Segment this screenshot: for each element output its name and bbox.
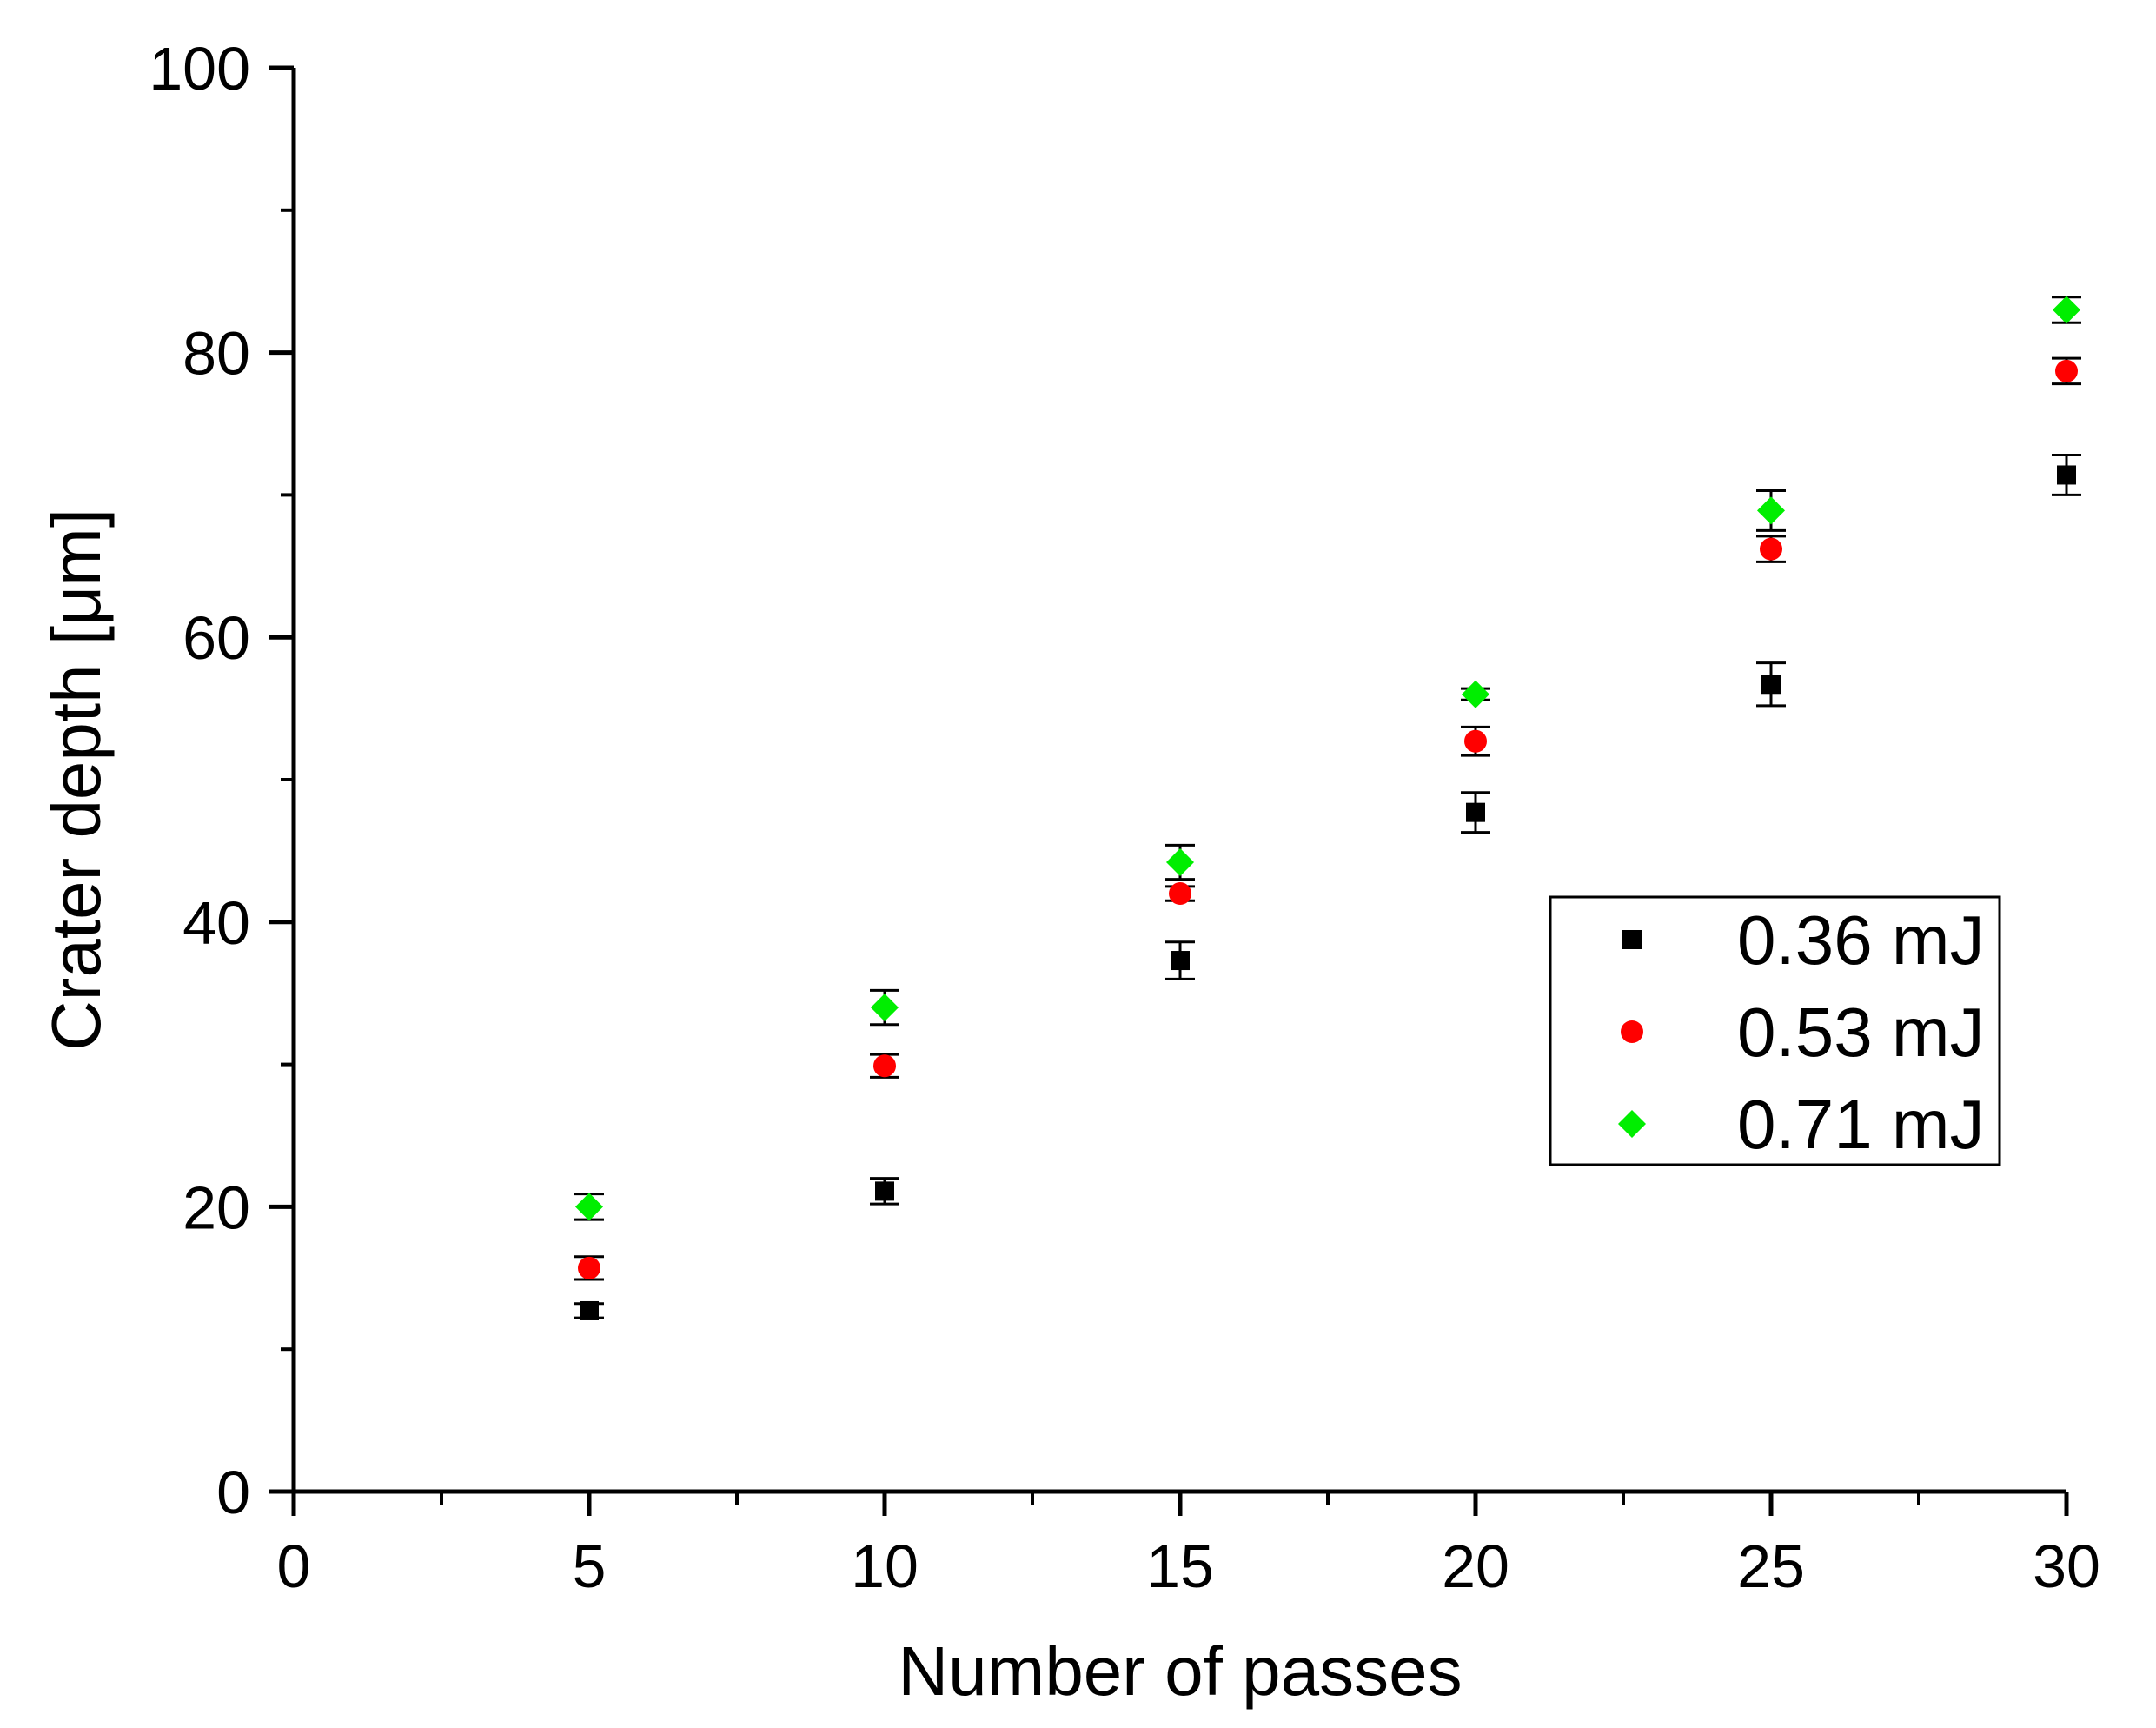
x-tick-label: 20 xyxy=(1442,1532,1509,1600)
legend-marker xyxy=(1618,1110,1646,1138)
data-point xyxy=(871,994,899,1022)
x-tick-label: 15 xyxy=(1146,1532,1214,1600)
data-point xyxy=(1169,882,1191,906)
data-point xyxy=(1761,675,1781,695)
y-tick-label: 100 xyxy=(149,35,250,103)
data-point xyxy=(580,1300,599,1320)
data-point xyxy=(1171,951,1190,971)
y-axis-title: Crater depth [μm] xyxy=(37,508,115,1051)
legend-marker xyxy=(1622,930,1642,949)
x-tick-label: 0 xyxy=(277,1532,311,1600)
series-0-36-mj xyxy=(574,454,2081,1320)
data-series xyxy=(574,296,2081,1320)
data-point xyxy=(1466,802,1485,822)
data-point xyxy=(578,1256,600,1279)
tick-labels: 0 5 10 15 20 25 30 0 20 40 60 80 100 xyxy=(149,35,2100,1600)
data-point xyxy=(1757,496,1785,525)
y-tick-label: 60 xyxy=(182,604,250,672)
axes xyxy=(291,68,2066,1504)
data-point xyxy=(2057,465,2076,485)
data-point xyxy=(1760,537,1782,561)
data-point xyxy=(2053,296,2080,324)
data-point xyxy=(873,1054,896,1078)
legend-label: 0.53 mJ xyxy=(1737,994,1985,1071)
x-tick-label: 5 xyxy=(573,1532,607,1600)
legend-label: 0.36 mJ xyxy=(1737,901,1985,979)
legend: 0.36 mJ 0.53 mJ 0.71 mJ xyxy=(1549,895,2001,1166)
data-point xyxy=(1462,680,1489,708)
x-tick-label: 30 xyxy=(2033,1532,2100,1600)
data-point xyxy=(875,1181,894,1201)
data-point xyxy=(2055,359,2078,382)
data-point xyxy=(575,1193,603,1221)
series-0-53-mj xyxy=(574,356,2081,1281)
x-tick-label: 25 xyxy=(1737,1532,1805,1600)
series-0-71-mj xyxy=(574,296,2081,1221)
y-tick-label: 20 xyxy=(182,1173,250,1241)
y-tick-label: 0 xyxy=(216,1459,250,1526)
data-point xyxy=(1464,729,1487,753)
x-tick-label: 10 xyxy=(851,1532,919,1600)
y-tick-label: 80 xyxy=(182,320,250,388)
x-axis-title: Number of passes xyxy=(898,1632,1462,1710)
axis-ticks xyxy=(269,65,2069,1516)
legend-label: 0.71 mJ xyxy=(1737,1086,1985,1163)
legend-marker xyxy=(1621,1020,1643,1043)
data-point xyxy=(1166,848,1194,877)
y-tick-label: 40 xyxy=(182,889,250,957)
